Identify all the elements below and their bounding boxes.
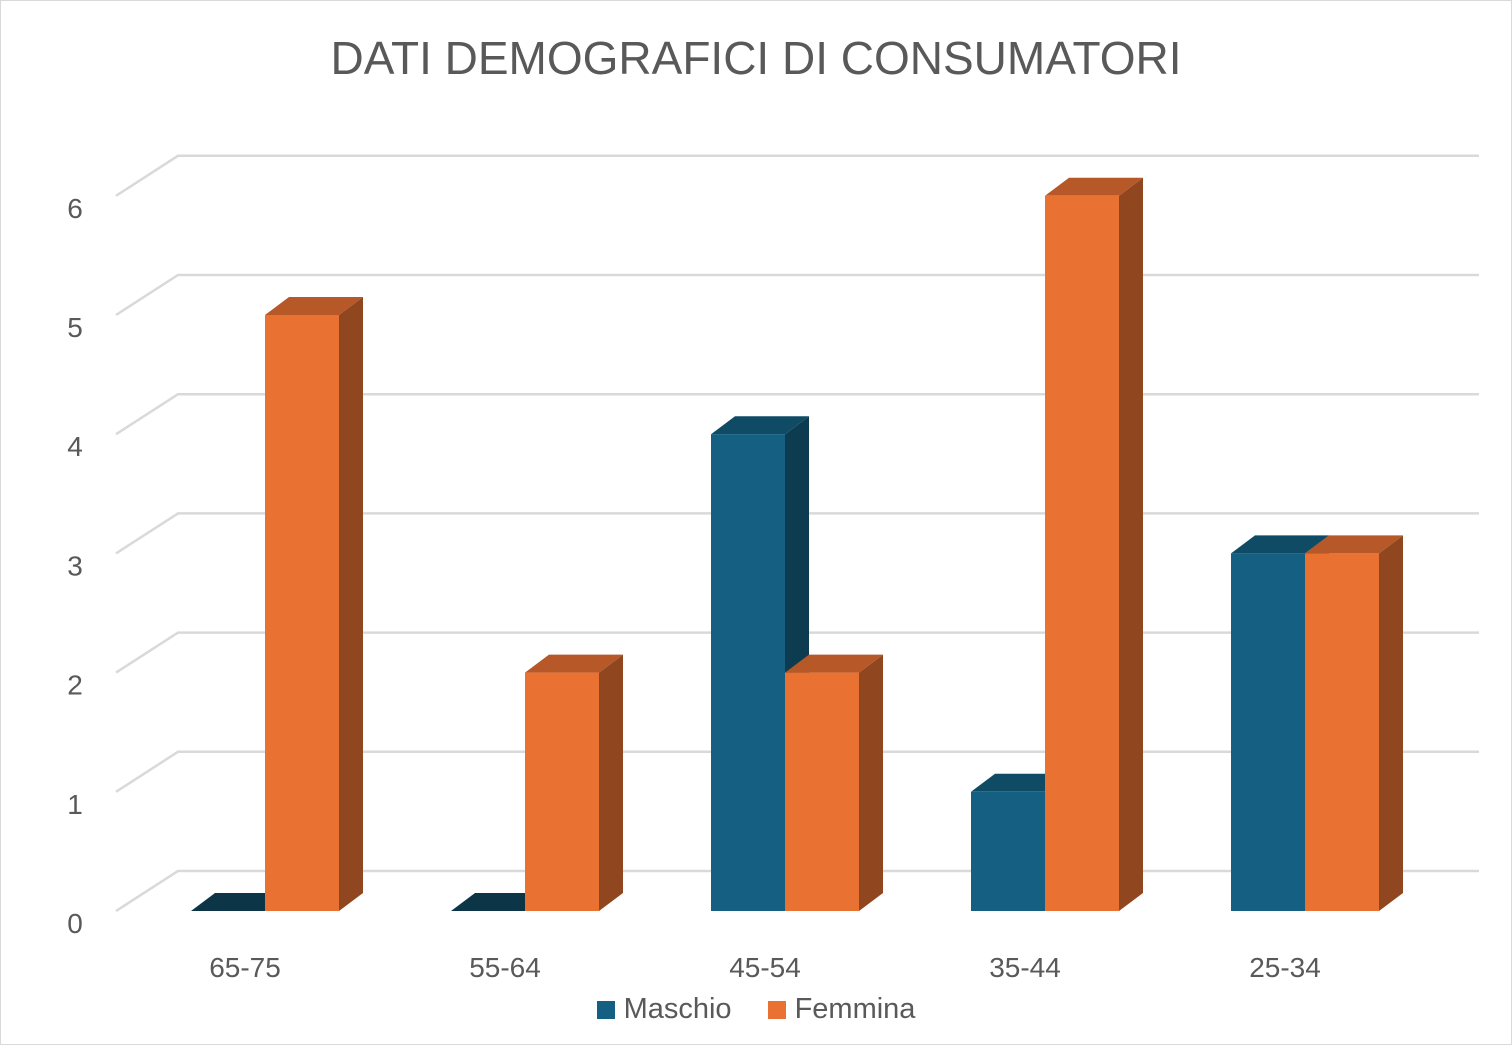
bar-femmina-35-44	[1045, 177, 1143, 912]
bar-femmina-65-75	[265, 297, 363, 911]
x-tick-label: 35-44	[989, 952, 1061, 983]
bar-top	[525, 654, 623, 673]
bar-front	[1305, 553, 1379, 911]
legend-item-femmina: Femmina	[767, 993, 916, 1026]
bar-front	[971, 791, 1045, 911]
y-tick-label: 1	[67, 789, 83, 820]
bar-front	[785, 672, 859, 911]
bar-top	[191, 893, 289, 911]
x-tick-label: 65-75	[209, 952, 281, 983]
y-tick-label: 0	[67, 908, 83, 939]
gridline	[115, 154, 1479, 197]
bar-maschio-65-75	[191, 893, 289, 911]
legend-item-maschio: Maschio	[596, 993, 732, 1026]
y-tick-label: 4	[67, 431, 83, 462]
bar-top	[971, 773, 1069, 792]
y-tick-label: 5	[67, 312, 83, 343]
bar-front	[525, 672, 599, 911]
bar-top	[451, 893, 549, 911]
legend-label-femmina: Femmina	[794, 993, 916, 1025]
bar-top	[1231, 535, 1329, 554]
x-tick-label: 45-54	[729, 952, 801, 983]
bar-top	[265, 297, 363, 315]
bar-side	[339, 297, 363, 911]
bar-side	[859, 654, 883, 911]
bar-femmina-25-34	[1305, 535, 1403, 911]
bar-front	[265, 315, 339, 911]
y-axis-ticks: 0 1 2 3 4 5 6	[67, 193, 83, 939]
bar-top	[785, 654, 883, 673]
y-tick-label: 6	[67, 193, 83, 224]
bar-front	[1045, 195, 1119, 912]
bar-front	[1231, 553, 1305, 911]
y-tick-label: 2	[67, 670, 83, 701]
legend: Maschio Femmina	[1, 993, 1511, 1026]
legend-label-maschio: Maschio	[623, 993, 732, 1025]
x-axis-ticks: 65-75 55-64 45-54 35-44 25-34	[209, 952, 1321, 983]
y-tick-label: 3	[67, 550, 83, 581]
bar-side	[1379, 535, 1403, 911]
bar-femmina-45-54	[785, 654, 883, 911]
legend-swatch-maschio	[596, 1000, 615, 1019]
x-tick-label: 25-34	[1249, 952, 1321, 983]
bar-femmina-55-64	[525, 654, 623, 911]
bar-top	[711, 416, 809, 435]
x-tick-label: 55-64	[469, 952, 541, 983]
bar-side	[1119, 177, 1143, 912]
bar-maschio-55-64	[451, 893, 549, 911]
bar-top	[1305, 535, 1403, 554]
bar-front	[711, 434, 785, 911]
bar-top	[1045, 177, 1143, 196]
bars	[191, 177, 1403, 912]
legend-swatch-femmina	[767, 1000, 786, 1019]
bar-side	[599, 654, 623, 911]
chart-title: DATI DEMOGRAFICI DI CONSUMATORI	[330, 32, 1182, 84]
